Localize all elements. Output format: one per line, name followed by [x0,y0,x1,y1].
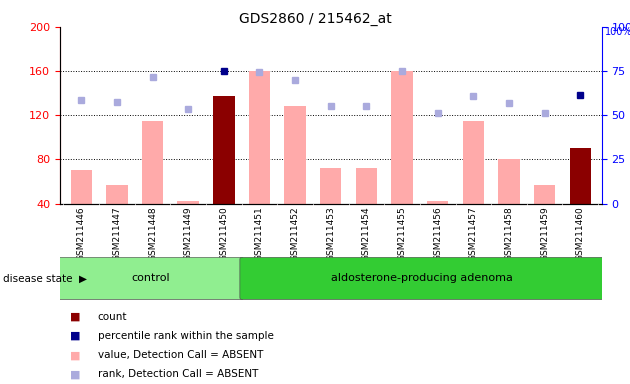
Bar [71,170,92,204]
Text: disease state  ▶: disease state ▶ [3,273,87,283]
Text: GSM211460: GSM211460 [576,206,585,261]
Text: GSM211448: GSM211448 [148,206,157,261]
Bar [391,71,413,204]
Bar [178,201,199,204]
Text: GSM211449: GSM211449 [184,206,193,261]
Text: ■: ■ [71,369,81,379]
Text: GDS2860 / 215462_at: GDS2860 / 215462_at [239,12,391,25]
Bar [213,96,234,204]
Text: ■: ■ [71,350,81,360]
FancyBboxPatch shape [58,257,243,300]
Text: GSM211450: GSM211450 [219,206,228,261]
Text: percentile rank within the sample: percentile rank within the sample [98,331,273,341]
Text: rank, Detection Call = ABSENT: rank, Detection Call = ABSENT [98,369,258,379]
Text: control: control [132,273,170,283]
Bar [427,201,449,204]
FancyBboxPatch shape [240,257,604,300]
Text: GSM211455: GSM211455 [398,206,406,261]
Bar [142,121,163,204]
Bar [320,168,341,204]
Text: GSM211453: GSM211453 [326,206,335,261]
Text: GSM211446: GSM211446 [77,206,86,261]
Bar [498,159,520,204]
Text: ■: ■ [71,312,81,322]
Bar [570,148,591,204]
Bar [249,71,270,204]
Text: 100%: 100% [605,27,630,37]
Text: GSM211447: GSM211447 [112,206,122,261]
Text: GSM211452: GSM211452 [290,206,300,261]
Bar [106,185,127,204]
Text: GSM211456: GSM211456 [433,206,442,261]
Text: GSM211451: GSM211451 [255,206,264,261]
Bar [356,168,377,204]
Text: ■: ■ [71,331,81,341]
Text: value, Detection Call = ABSENT: value, Detection Call = ABSENT [98,350,263,360]
Text: aldosterone-producing adenoma: aldosterone-producing adenoma [331,273,513,283]
Text: GSM211459: GSM211459 [540,206,549,261]
Bar [462,121,484,204]
Bar [534,185,555,204]
Text: GSM211457: GSM211457 [469,206,478,261]
Text: count: count [98,312,127,322]
Text: GSM211458: GSM211458 [505,206,513,261]
Text: GSM211454: GSM211454 [362,206,371,261]
Bar [284,106,306,204]
